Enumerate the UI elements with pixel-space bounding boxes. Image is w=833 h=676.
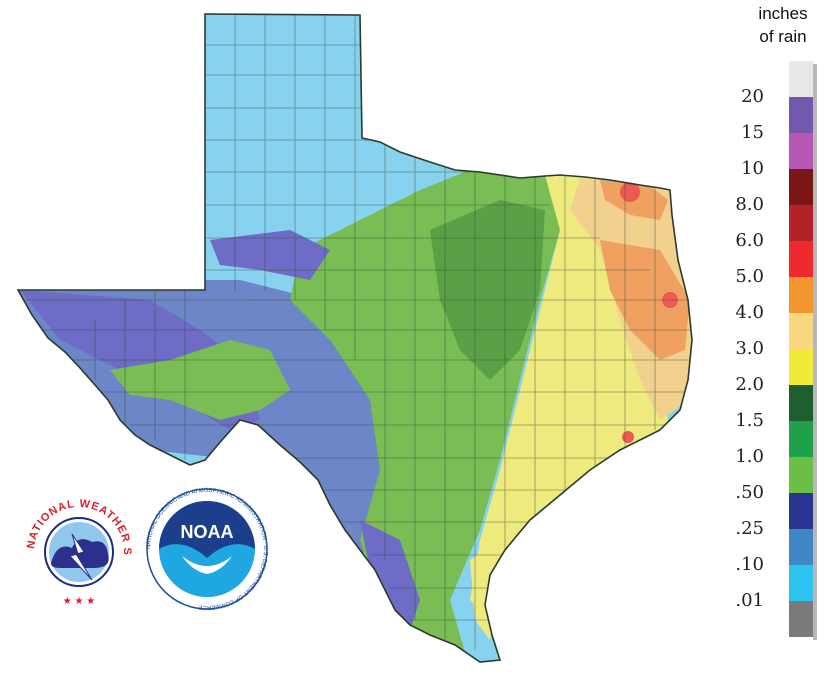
county-grid	[20, 14, 690, 650]
legend-label: .50	[735, 482, 764, 503]
noaa-wordmark: NOAA	[181, 522, 234, 542]
legend-title-line2: of rain	[759, 27, 807, 46]
legend-label: .01	[735, 590, 764, 611]
legend-swatch	[789, 421, 817, 460]
svg-text:★ ★ ★: ★ ★ ★	[63, 596, 95, 607]
legend-label: .25	[735, 518, 764, 539]
legend-swatch	[789, 61, 817, 100]
zone-south-purple	[360, 520, 420, 630]
zone-dark-green	[430, 200, 545, 380]
legend-swatch	[789, 385, 817, 424]
legend-swatch	[789, 169, 817, 208]
legend-label: 1.0	[735, 446, 764, 467]
legend-swatch	[789, 241, 817, 280]
legend-label: 6.0	[735, 230, 764, 251]
legend-color-bar	[789, 61, 817, 640]
legend-label: 2.0	[735, 374, 764, 395]
legend-swatch	[789, 349, 817, 388]
legend-label: 5.0	[735, 266, 764, 287]
legend-swatch	[789, 565, 817, 604]
legend-swatch	[789, 97, 817, 136]
legend-swatch	[789, 457, 817, 496]
zone-mid-purple	[210, 230, 330, 280]
nws-logo: NATIONAL WEATHER SERVICE ★ ★ ★	[20, 482, 132, 607]
legend-label: 8.0	[735, 194, 764, 215]
legend-swatch	[789, 493, 817, 532]
noaa-logo: NATIONAL OCEANIC AND ATMOSPHERIC ADMINIS…	[146, 488, 268, 610]
legend-label: 1.5	[735, 410, 764, 431]
legend-title-line1: inches	[758, 4, 808, 23]
legend-label: 15	[741, 122, 764, 143]
legend-label: 3.0	[735, 338, 764, 359]
texas-rainfall-map	[17, 13, 693, 663]
legend-label: 10	[741, 158, 764, 179]
legend-label: 20	[741, 86, 764, 107]
legend-label: .10	[735, 554, 764, 575]
zone-red-houston	[622, 431, 634, 443]
legend-label: 4.0	[735, 302, 764, 323]
legend-swatch	[789, 133, 817, 172]
legend-swatch	[789, 205, 817, 244]
legend-swatch	[789, 313, 817, 352]
legend-swatch	[789, 601, 817, 640]
legend-swatch	[789, 277, 817, 316]
legend-swatch	[789, 529, 817, 568]
